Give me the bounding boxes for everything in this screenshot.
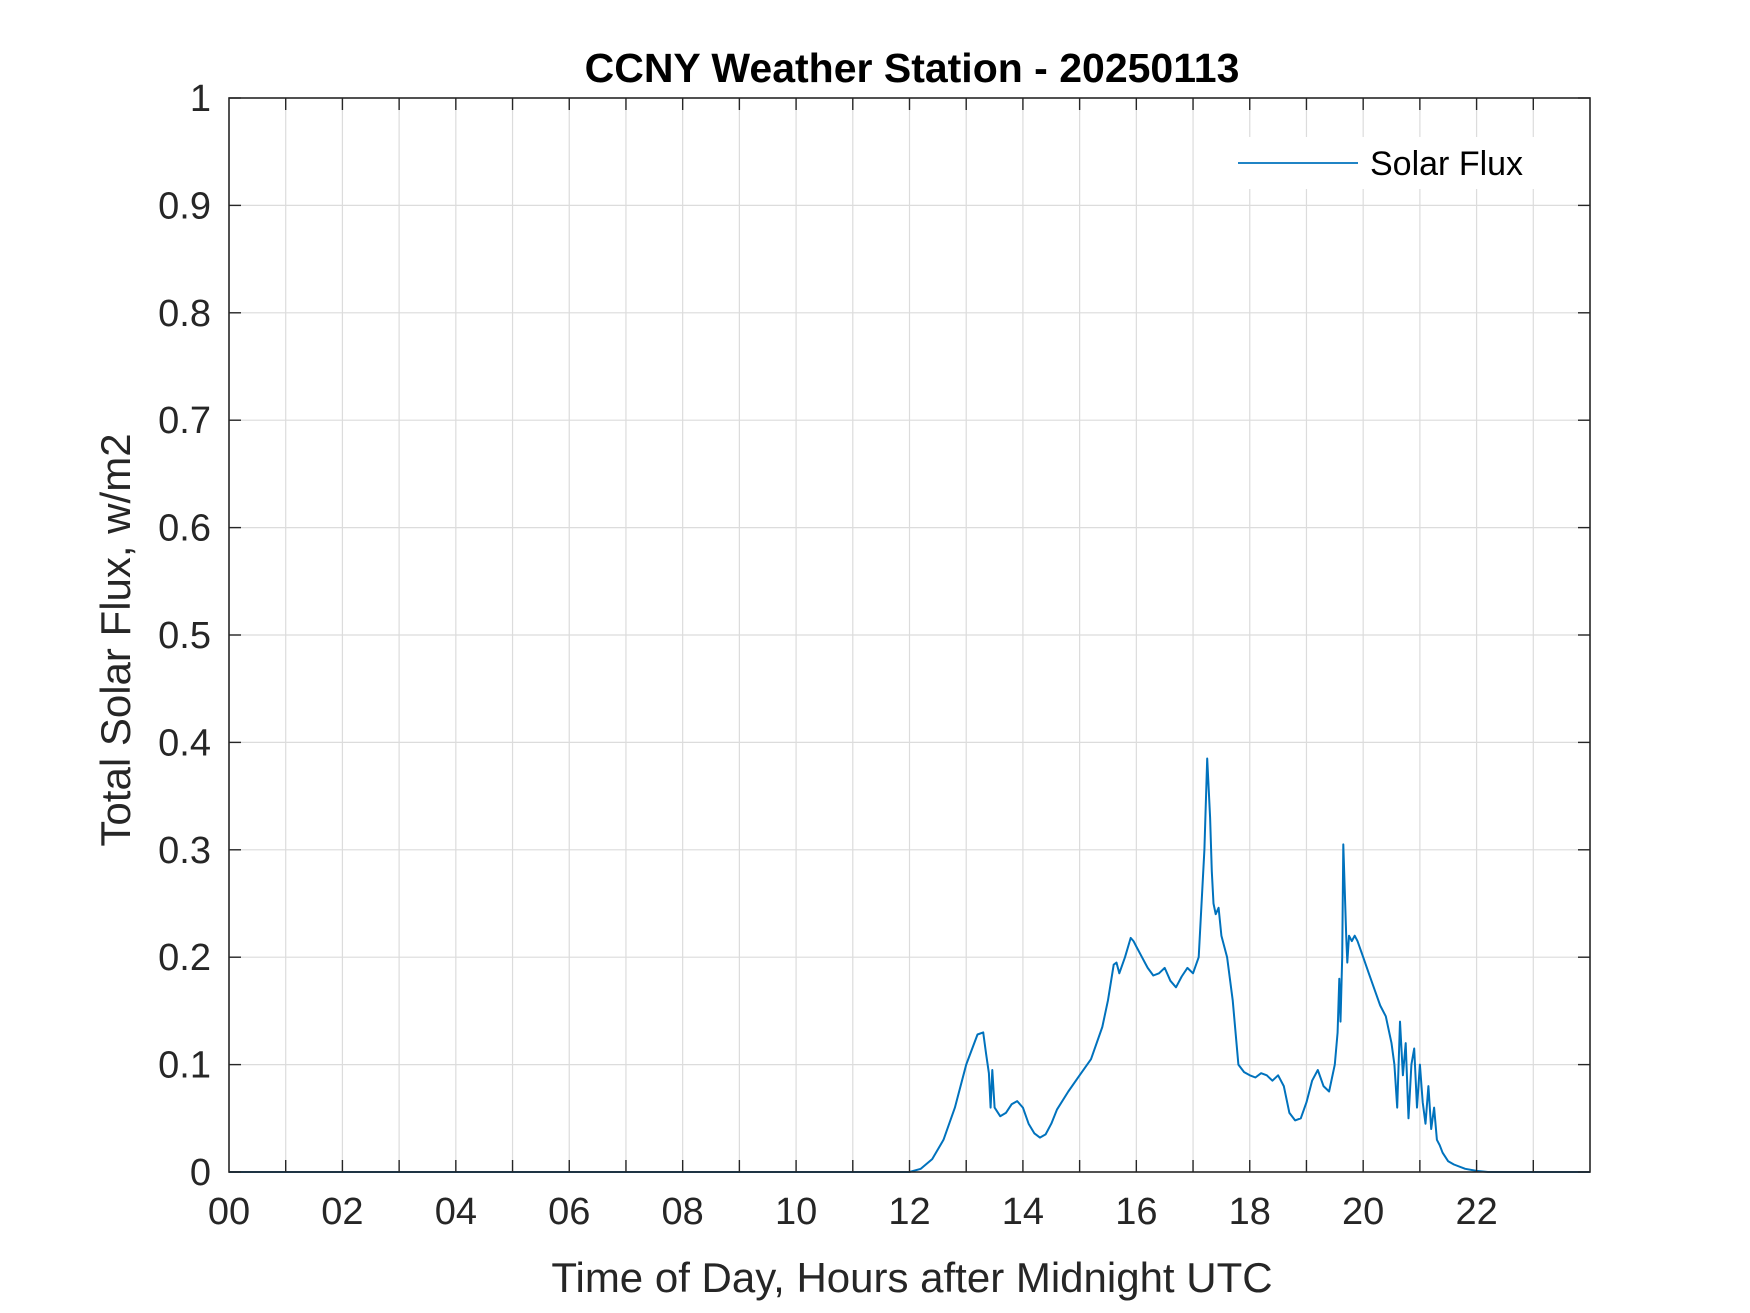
y-tick-label: 1 (190, 78, 211, 120)
y-tick-label: 0.8 (158, 293, 211, 335)
axis-ticks (229, 97, 1590, 1173)
legend-label-solar-flux: Solar Flux (1370, 145, 1523, 183)
series-layer (229, 757, 1590, 1173)
x-tick-label: 22 (1455, 1191, 1497, 1233)
y-tick-labels: 0 0.1 0.2 0.3 0.4 0.5 0.6 0.7 0.8 0.9 1 (158, 78, 211, 1194)
chart-title: CCNY Weather Station - 20250113 (585, 45, 1240, 91)
y-tick-label: 0.6 (158, 508, 211, 550)
x-axis-label: Time of Day, Hours after Midnight UTC (551, 1254, 1272, 1301)
x-tick-label: 04 (435, 1191, 477, 1233)
x-tick-labels: 00 02 04 06 08 10 12 14 16 18 20 22 (208, 1191, 1498, 1233)
legend: Solar Flux (1228, 137, 1562, 189)
x-tick-label: 20 (1342, 1191, 1384, 1233)
x-tick-label: 16 (1115, 1191, 1157, 1233)
x-tick-label: 10 (775, 1191, 817, 1233)
y-tick-label: 0.7 (158, 400, 211, 442)
y-tick-label: 0 (190, 1152, 211, 1194)
x-tick-label: 00 (208, 1191, 250, 1233)
y-tick-label: 0.2 (158, 937, 211, 979)
y-tick-label: 0.9 (158, 185, 211, 227)
x-tick-label: 12 (888, 1191, 930, 1233)
grid-lines (229, 98, 1590, 1172)
y-tick-label: 0.5 (158, 615, 211, 657)
y-axis-label: Total Solar Flux, w/m2 (92, 433, 139, 846)
x-tick-label: 02 (321, 1191, 363, 1233)
x-tick-label: 14 (1002, 1191, 1044, 1233)
x-tick-label: 08 (662, 1191, 704, 1233)
x-tick-label: 06 (548, 1191, 590, 1233)
series-line-solar-flux (229, 757, 1590, 1173)
y-tick-label: 0.1 (158, 1045, 211, 1087)
x-tick-label: 18 (1229, 1191, 1271, 1233)
y-tick-label: 0.3 (158, 830, 211, 872)
y-tick-label: 0.4 (158, 722, 211, 764)
